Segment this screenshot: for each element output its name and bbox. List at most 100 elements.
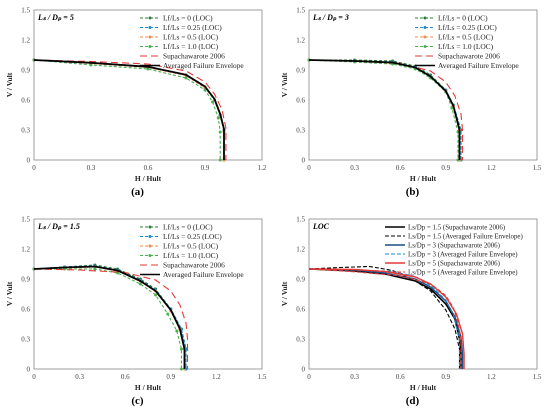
series-point xyxy=(175,329,179,333)
legend-label: Ls/Dp = 1.5 (Averaged Failure Envelope) xyxy=(408,234,523,241)
series-line xyxy=(308,268,461,369)
x-tick-label: 0.3 xyxy=(350,164,359,172)
y-tick-label: 1.5 xyxy=(296,216,305,224)
series-point xyxy=(166,312,170,316)
legend-label: Lf/Ls = 1.0 (LOC) xyxy=(163,42,219,51)
series-point xyxy=(179,347,183,351)
y-axis-label: V / Vult xyxy=(280,72,289,97)
chart-panel-b: 0 0.3 0.6 0.9 1.2 1.5 0 0.3 0.6 0.9 1.2 1.5 H / Hult… xyxy=(275,0,550,209)
legend-label: Ls/Dp = 5 (Supachawarote 2006) xyxy=(408,261,500,268)
legend-label: Ls/Dp = 5 (Averaged Failure Envelope) xyxy=(408,270,518,277)
legend-marker xyxy=(148,45,152,48)
x-tick-label: 0 xyxy=(32,164,36,172)
legend-marker xyxy=(148,26,152,29)
chart-svg-c: 0 0.3 0.6 0.9 1.2 1.5 0 0.3 0.6 0.9 1.2 1.5 H / Hult… xyxy=(5,216,267,393)
y-tick-label: 0 xyxy=(302,157,306,165)
legend-label: Lf/Ls = 0.25 (LOC) xyxy=(163,232,222,241)
x-tick-label: 1.5 xyxy=(258,373,267,381)
series-point xyxy=(184,76,188,80)
x-tick-label: 0.3 xyxy=(350,373,359,381)
plot-annotation: Lₛ / Dₚ = 5 xyxy=(37,13,74,22)
legend-label: Lf/Ls = 1.0 (LOC) xyxy=(438,42,494,51)
series-line xyxy=(308,59,461,160)
panel-caption-c: (c) xyxy=(131,395,144,407)
series-point xyxy=(211,100,215,104)
chart-svg-b: 0 0.3 0.6 0.9 1.2 1.5 0 0.3 0.6 0.9 1.2 1.5 H / Hult… xyxy=(280,7,542,184)
series-line xyxy=(33,265,187,369)
series-line xyxy=(308,59,462,160)
series-line xyxy=(33,265,186,369)
series-point xyxy=(89,63,93,67)
y-tick-label: 1.5 xyxy=(21,216,30,224)
panel-caption-a: (a) xyxy=(131,186,144,198)
legend-label: Ls/Dp = 1.5 (Supachawarote 2006) xyxy=(408,225,505,232)
chart-panel-a: 0 0.3 0.6 0.9 1.2 1.5 0 0.3 0.6 0.9 1.2 H / Hult V /… xyxy=(0,0,275,209)
legend-marker xyxy=(148,244,152,248)
legend-marker xyxy=(148,235,152,238)
legend-label: Lf/Ls = 0.5 (LOC) xyxy=(438,33,494,42)
legend-label: Lf/Ls = 0.5 (LOC) xyxy=(163,33,219,42)
series-point xyxy=(203,88,207,92)
x-axis-label: H / Hult xyxy=(135,383,162,392)
chart-svg-d: 0 0.3 0.6 0.9 1.2 1.5 0 0.3 0.6 0.9 1.2 1.5 H / Hult… xyxy=(280,216,542,393)
x-tick-label: 1.2 xyxy=(212,373,221,381)
x-tick-label: 0.9 xyxy=(166,373,175,381)
x-tick-label: 1.2 xyxy=(487,164,496,172)
x-tick-label: 0.3 xyxy=(87,164,96,172)
plot-frame xyxy=(308,218,538,370)
y-tick-label: 0 xyxy=(302,366,306,374)
legend-label: Supachawarote 2006 xyxy=(438,52,500,61)
y-tick-label: 0.9 xyxy=(296,276,305,284)
x-tick-label: 1.5 xyxy=(533,164,542,172)
series-line xyxy=(308,268,462,369)
x-tick-label: 0 xyxy=(32,373,36,381)
plot-annotation: Lₛ / Dₚ = 1.5 xyxy=(37,222,80,231)
legend-label: Lf/Ls = 0.25 (LOC) xyxy=(438,23,497,32)
legend-label: Supachawarote 2006 xyxy=(163,52,225,61)
series-line xyxy=(308,59,461,160)
legend-label: Averaged Failure Envelope xyxy=(163,61,244,70)
x-tick-label: 0 xyxy=(307,373,311,381)
plot-frame xyxy=(33,218,263,370)
x-tick-label: 1.2 xyxy=(258,164,267,172)
legend-marker xyxy=(148,16,152,20)
series-line xyxy=(34,268,182,369)
series-point xyxy=(450,106,454,110)
y-tick-label: 1.5 xyxy=(21,7,30,15)
legend-marker xyxy=(423,45,427,48)
y-tick-label: 0.6 xyxy=(21,306,30,314)
legend-label: Averaged Failure Envelope xyxy=(438,61,519,70)
series-line xyxy=(308,268,465,369)
chart-panel-d: 0 0.3 0.6 0.9 1.2 1.5 0 0.3 0.6 0.9 1.2 1.5 H / Hult… xyxy=(275,209,550,418)
legend-label: Lf/Ls = 0 (LOC) xyxy=(163,223,213,232)
y-tick-label: 0.3 xyxy=(21,127,30,135)
legend-label: Lf/Ls = 0.25 (LOC) xyxy=(163,23,222,32)
series-point xyxy=(154,293,158,297)
legend-marker xyxy=(148,35,152,39)
y-tick-label: 0 xyxy=(27,366,31,374)
x-tick-label: 0.6 xyxy=(121,373,130,381)
y-tick-label: 0.9 xyxy=(21,276,30,284)
x-tick-label: 0 xyxy=(307,164,311,172)
series-point xyxy=(179,367,183,371)
x-axis-label: H / Hult xyxy=(410,174,437,183)
x-tick-label: 0.3 xyxy=(75,373,84,381)
legend-marker xyxy=(423,16,427,20)
legend-label: Lf/Ls = 0.5 (LOC) xyxy=(163,242,219,251)
y-axis-label: V / Vult xyxy=(5,72,14,97)
series-line xyxy=(33,264,187,369)
y-tick-label: 1.2 xyxy=(296,37,305,45)
panel-caption-b: (b) xyxy=(405,186,420,198)
y-tick-label: 0.6 xyxy=(296,97,305,105)
series-line xyxy=(308,268,462,369)
x-tick-label: 1.5 xyxy=(533,373,542,381)
series-line xyxy=(33,59,225,160)
chart-panel-c: 0 0.3 0.6 0.9 1.2 1.5 0 0.3 0.6 0.9 1.2 1.5 H / Hult… xyxy=(0,209,275,418)
y-axis-label: V / Vult xyxy=(280,281,289,306)
y-tick-label: 0.9 xyxy=(21,67,30,75)
x-tick-label: 0.9 xyxy=(441,373,450,381)
series-line xyxy=(309,59,462,160)
series-point xyxy=(218,130,222,134)
series-point xyxy=(146,67,150,71)
x-tick-label: 0.9 xyxy=(201,164,210,172)
